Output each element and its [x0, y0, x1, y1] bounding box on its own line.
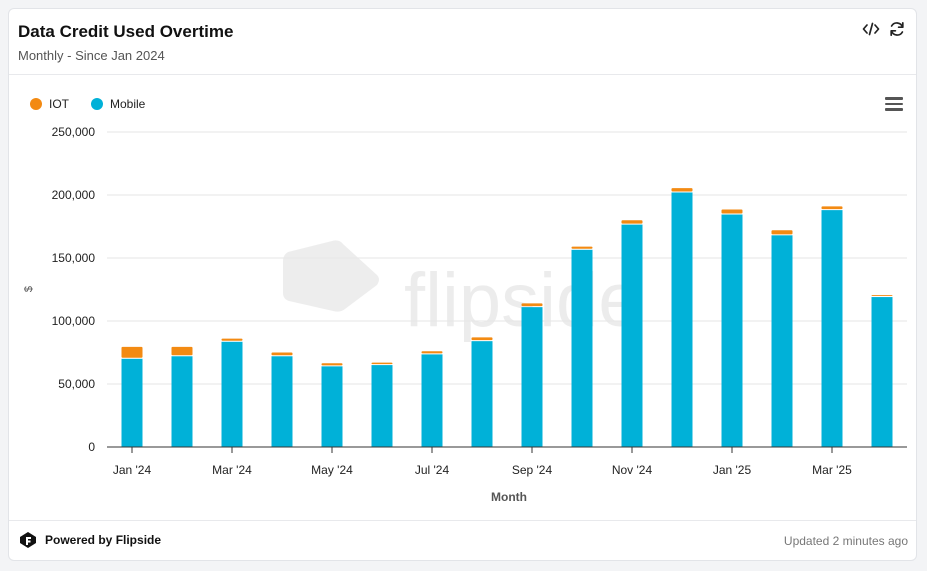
- updated-timestamp: Updated 2 minutes ago: [783, 534, 908, 548]
- bar-mobile: [771, 235, 793, 447]
- bar-mobile: [221, 341, 243, 447]
- x-tick-label: Nov '24: [612, 463, 653, 477]
- y-tick-label: 200,000: [52, 188, 96, 202]
- bar-iot: [871, 295, 893, 297]
- y-axis-title: $: [23, 286, 35, 292]
- y-tick-label: 50,000: [58, 377, 95, 391]
- bar-iot: [721, 209, 743, 214]
- bar-iot: [321, 363, 343, 366]
- y-tick-label: 250,000: [52, 125, 96, 139]
- y-tick-label: 0: [88, 440, 95, 454]
- x-tick-label: Mar '25: [812, 463, 852, 477]
- legend-dot-mobile: [91, 98, 103, 110]
- legend-label-mobile: Mobile: [110, 97, 146, 111]
- bar-iot: [471, 337, 493, 341]
- bar-mobile: [271, 356, 293, 447]
- bar-mobile: [521, 307, 543, 447]
- bar-mobile: [371, 365, 393, 447]
- bar-iot: [571, 246, 593, 249]
- powered-by-label: Powered by Flipside: [45, 533, 162, 547]
- x-tick-label: Jan '25: [713, 463, 752, 477]
- legend-item-iot[interactable]: IOT: [30, 97, 69, 111]
- card-header: Data Credit Used Overtime Monthly - Sinc…: [9, 9, 916, 75]
- bar-iot: [171, 346, 193, 356]
- bar-iot: [371, 362, 393, 365]
- chart-card: Data Credit Used Overtime Monthly - Sinc…: [8, 8, 917, 561]
- header-actions: [862, 20, 906, 38]
- bar-mobile: [471, 341, 493, 447]
- x-tick-label: Sep '24: [512, 463, 553, 477]
- bar-mobile: [571, 249, 593, 447]
- bar-iot: [121, 346, 143, 358]
- powered-by[interactable]: Powered by Flipside: [18, 530, 161, 550]
- bar-mobile: [671, 192, 693, 447]
- bar-iot: [671, 188, 693, 192]
- bar-iot: [421, 351, 443, 354]
- legend-item-mobile[interactable]: Mobile: [91, 97, 145, 111]
- bar-mobile: [121, 358, 143, 447]
- bar-mobile: [821, 210, 843, 447]
- refresh-icon[interactable]: [888, 20, 906, 38]
- x-tick-label: Jul '24: [415, 463, 450, 477]
- chart-plot: flipside 050,000100,000150,000200,000250…: [23, 125, 907, 504]
- bar-mobile: [721, 214, 743, 447]
- bar-mobile: [171, 356, 193, 447]
- bar-iot: [521, 303, 543, 307]
- bar-mobile: [421, 354, 443, 447]
- flipside-logo-icon: [20, 532, 36, 548]
- y-tick-label: 100,000: [52, 314, 96, 328]
- bar-iot: [821, 206, 843, 210]
- x-tick-label: Jan '24: [113, 463, 152, 477]
- bar-mobile: [871, 297, 893, 447]
- x-tick-label: May '24: [311, 463, 353, 477]
- legend-label-iot: IOT: [49, 97, 69, 111]
- card-footer: Powered by Flipside Updated 2 minutes ag…: [9, 520, 916, 560]
- legend-dot-iot: [30, 98, 42, 110]
- chart-legend: IOT Mobile: [30, 97, 145, 111]
- chart-title: Data Credit Used Overtime: [18, 22, 234, 41]
- bar-iot: [771, 230, 793, 235]
- bar-iot: [621, 220, 643, 224]
- hamburger-menu-icon[interactable]: [885, 97, 903, 111]
- x-tick-label: Mar '24: [212, 463, 252, 477]
- bar-iot: [271, 352, 293, 356]
- x-axis-title: Month: [491, 490, 527, 504]
- bar-iot: [221, 338, 243, 341]
- bar-mobile: [321, 366, 343, 447]
- code-icon[interactable]: [862, 20, 880, 38]
- y-tick-label: 150,000: [52, 251, 96, 265]
- chart-subtitle: Monthly - Since Jan 2024: [18, 48, 165, 63]
- bar-mobile: [621, 224, 643, 447]
